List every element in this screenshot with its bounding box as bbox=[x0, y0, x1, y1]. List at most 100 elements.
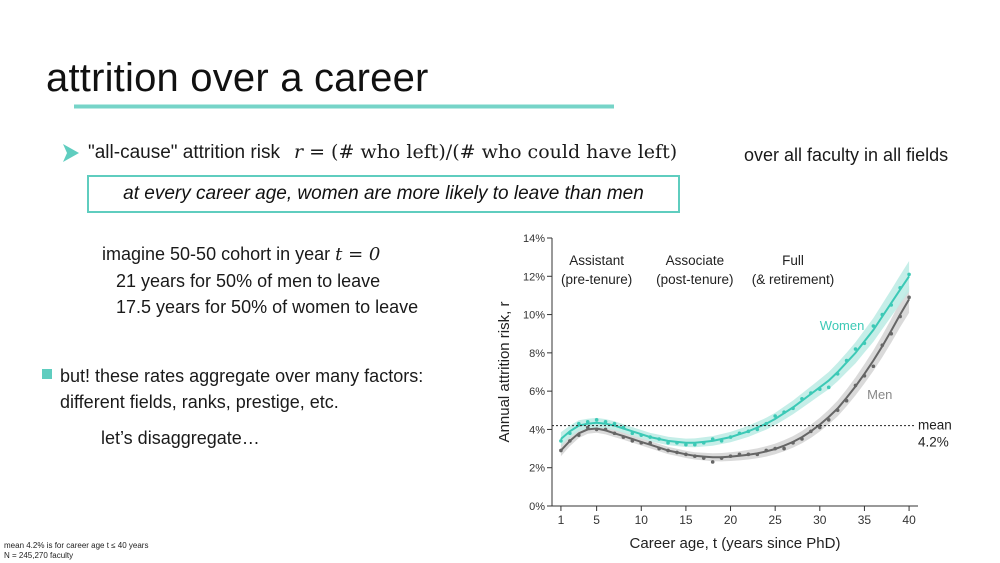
point-women bbox=[719, 439, 724, 443]
cohort-block: imagine 50-50 cohort in year t = 0 21 ye… bbox=[102, 241, 418, 320]
point-men bbox=[719, 456, 724, 460]
point-men bbox=[710, 460, 715, 464]
point-women bbox=[809, 391, 813, 395]
point-women bbox=[621, 425, 626, 430]
point-men bbox=[782, 446, 786, 451]
point-men bbox=[835, 408, 840, 413]
point-women bbox=[630, 431, 635, 436]
point-men bbox=[907, 295, 911, 300]
point-women bbox=[782, 410, 786, 414]
point-women bbox=[559, 439, 563, 443]
point-women bbox=[889, 303, 894, 307]
scope-text: over all faculty in all fields bbox=[744, 145, 949, 165]
point-women bbox=[800, 397, 804, 401]
square-bullet-icon bbox=[42, 369, 52, 379]
point-women bbox=[657, 437, 661, 441]
risk-label: "all-cause" attrition risk bbox=[88, 142, 280, 163]
point-women bbox=[684, 442, 688, 447]
point-men bbox=[728, 454, 733, 459]
series-label-women: Women bbox=[820, 318, 865, 333]
caveat-block: but! these rates aggregate over many fac… bbox=[60, 363, 423, 415]
x-tick-label: 1 bbox=[558, 513, 565, 527]
x-tick-label: 5 bbox=[593, 513, 600, 527]
point-men bbox=[666, 448, 670, 453]
x-tick-label: 20 bbox=[724, 513, 738, 527]
point-women bbox=[862, 341, 867, 346]
highlight-text: at every career age, women are more like… bbox=[123, 183, 644, 204]
point-men bbox=[746, 452, 751, 457]
point-men bbox=[889, 331, 894, 336]
point-women bbox=[675, 441, 679, 445]
band-men bbox=[560, 285, 910, 462]
point-men bbox=[693, 454, 697, 459]
cohort-line-3: 17.5 years for 50% of women to leave bbox=[116, 297, 419, 317]
point-women bbox=[648, 435, 652, 439]
point-women bbox=[880, 312, 885, 317]
point-women bbox=[764, 421, 769, 426]
point-men bbox=[594, 427, 599, 432]
point-men bbox=[791, 441, 795, 445]
y-tick-label: 0% bbox=[529, 501, 545, 513]
rank-label-0-subtitle: (pre-tenure) bbox=[561, 272, 632, 287]
point-men bbox=[826, 418, 831, 422]
point-women bbox=[603, 419, 608, 424]
point-men bbox=[621, 435, 626, 439]
x-tick-label: 30 bbox=[813, 513, 827, 527]
x-tick-label: 25 bbox=[768, 513, 782, 527]
point-men bbox=[818, 425, 822, 430]
rank-label-2-title: Full bbox=[782, 253, 804, 268]
title-underline bbox=[74, 104, 614, 109]
point-men bbox=[764, 448, 769, 453]
point-women bbox=[639, 433, 644, 437]
mean-value-label: 4.2% bbox=[918, 435, 949, 450]
point-women bbox=[612, 421, 617, 426]
point-men bbox=[701, 456, 706, 460]
point-women bbox=[907, 272, 911, 277]
point-men bbox=[684, 452, 688, 457]
point-women bbox=[746, 429, 751, 434]
point-women bbox=[594, 418, 599, 422]
lets-disaggregate: let’s disaggregate… bbox=[101, 428, 260, 448]
rank-label-1-subtitle: (post-tenure) bbox=[656, 272, 733, 287]
caveat-line-2: different fields, ranks, prestige, etc. bbox=[60, 392, 339, 412]
point-men bbox=[612, 431, 617, 436]
y-tick-label: 8% bbox=[529, 348, 545, 360]
risk-formula: r = (# who left)/(# who could have left) bbox=[294, 141, 677, 163]
point-women bbox=[844, 358, 849, 363]
rank-label-2-subtitle: (& retirement) bbox=[752, 272, 835, 287]
footnote-line-1: mean 4.2% is for career age t ≤ 40 years bbox=[4, 541, 149, 550]
series-label-men: Men bbox=[867, 387, 892, 402]
point-women bbox=[853, 347, 858, 351]
risk-definition: "all-cause" attrition risk r = (# who lef… bbox=[88, 141, 677, 164]
point-women bbox=[710, 437, 715, 441]
rank-label-0-title: Assistant bbox=[569, 253, 624, 268]
point-women bbox=[585, 419, 590, 424]
x-axis-label: Career age, t (years since PhD) bbox=[630, 535, 841, 552]
footnote: mean 4.2% is for career age t ≤ 40 years… bbox=[4, 541, 148, 561]
y-axis-label: Annual attrition risk, r bbox=[496, 302, 513, 443]
point-women bbox=[818, 387, 822, 392]
mean-label: mean bbox=[918, 418, 952, 433]
point-men bbox=[898, 314, 902, 319]
rank-label-1-title: Associate bbox=[666, 253, 725, 268]
point-women bbox=[826, 385, 831, 390]
line-men bbox=[560, 298, 910, 459]
point-men bbox=[585, 425, 590, 430]
triangle-bullet-icon bbox=[63, 144, 79, 162]
y-tick-label: 14% bbox=[523, 233, 545, 245]
y-tick-label: 10% bbox=[523, 310, 545, 322]
point-men bbox=[576, 433, 581, 437]
point-men bbox=[603, 427, 608, 432]
point-women bbox=[728, 435, 733, 439]
point-women bbox=[835, 372, 840, 376]
point-men bbox=[648, 441, 652, 445]
point-women bbox=[773, 414, 777, 418]
line-women bbox=[560, 275, 910, 444]
point-men bbox=[800, 437, 804, 441]
point-men bbox=[871, 364, 876, 369]
cohort-line-1: imagine 50-50 cohort in year t = 0 bbox=[102, 244, 381, 265]
point-men bbox=[844, 398, 849, 403]
point-women bbox=[701, 441, 706, 445]
point-women bbox=[791, 406, 795, 411]
footnote-line-2: N = 245,270 faculty bbox=[4, 551, 74, 560]
